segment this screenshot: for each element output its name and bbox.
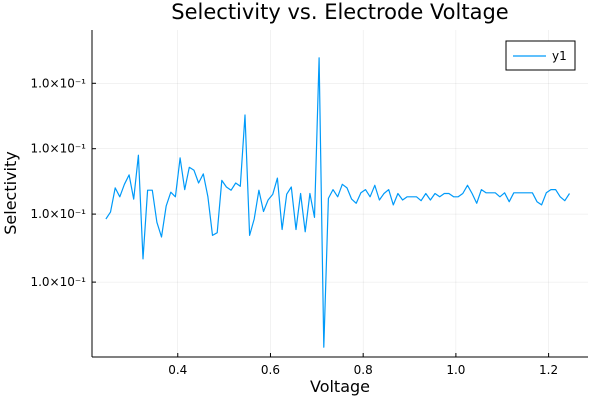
x-tick-label: 0.4	[168, 363, 187, 377]
y-ticks: 1.0×10⁻¹ 1.0×10⁻¹ 1.0×10⁻¹ 1.0×10⁻¹	[30, 76, 96, 289]
legend: y1	[505, 40, 576, 71]
x-ticks: 0.4 0.6 0.8 1.0 1.2	[168, 353, 558, 377]
y-axis-label: Selectivity	[1, 151, 20, 234]
x-tick-label: 0.8	[354, 363, 373, 377]
y-tick-label: 1.0×10⁻¹	[30, 207, 86, 221]
x-axis-label: Voltage	[310, 377, 370, 396]
y-tick-label: 1.0×10⁻¹	[30, 142, 86, 156]
plot-series	[105, 57, 571, 348]
x-tick-label: 0.6	[261, 363, 280, 377]
x-tick-label: 1.0	[446, 363, 465, 377]
y-tick-label: 1.0×10⁻¹	[30, 76, 86, 90]
y-tick-label: 1.0×10⁻¹	[30, 275, 86, 289]
series-line	[105, 57, 571, 348]
x-tick-label: 1.2	[539, 363, 558, 377]
chart-title: Selectivity vs. Electrode Voltage	[171, 0, 508, 24]
axes	[91, 30, 588, 358]
legend-label: y1	[552, 49, 567, 63]
grid	[92, 30, 588, 357]
